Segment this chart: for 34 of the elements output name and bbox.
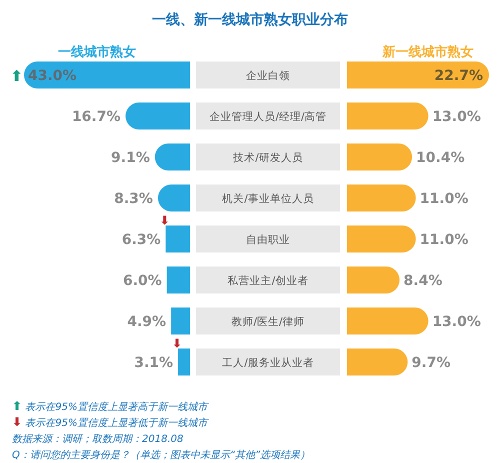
- y-tick-label: 工人/服务业从业者: [222, 356, 314, 369]
- data-label: 11.0%: [420, 232, 468, 248]
- data-label: 3.1%: [134, 355, 174, 371]
- y-tick-label: 私营业主/创业者: [228, 274, 308, 287]
- data-label: 11.0%: [420, 191, 468, 207]
- data-label: 16.7%: [72, 109, 121, 125]
- data-label: 10.4%: [416, 150, 465, 166]
- text: 一线、新一线城市熟女职业分布: [152, 11, 348, 28]
- data-label: 43.0%: [28, 68, 77, 84]
- data-label: 8.3%: [114, 191, 153, 207]
- series-label: 一线城市熟女: [58, 44, 136, 60]
- data-label: 13.0%: [432, 109, 481, 125]
- y-tick-label: 技术/研发人员: [232, 151, 303, 164]
- y-tick-label: 教师/医生/律师: [231, 315, 305, 328]
- text: Q：请问您的主要身份是？（单选；图表中未显示“其他”选项结果）: [12, 449, 310, 461]
- y-tick-label: 企业管理人员/经理/高管: [209, 110, 327, 123]
- y-tick-label: 企业白领: [246, 69, 290, 82]
- data-label: 9.1%: [111, 150, 150, 166]
- text: ⬆ 表示在95%置信度上显著高于新一线城市: [12, 399, 210, 413]
- source-note: 数据来源：调研；取数周期：2018.08: [12, 433, 184, 445]
- y-tick-label: 自由职业: [246, 233, 290, 246]
- data-label: 6.3%: [122, 232, 161, 248]
- data-label: 22.7%: [434, 68, 483, 84]
- data-label: 9.7%: [412, 355, 451, 371]
- series-label: 新一线城市熟女: [382, 44, 474, 60]
- data-label: 13.0%: [432, 314, 481, 330]
- y-tick-label: 机关/事业单位人员: [222, 192, 314, 205]
- annotation: ⬆: [10, 67, 23, 85]
- data-label: 6.0%: [123, 273, 162, 289]
- data-label: 8.4%: [404, 273, 442, 289]
- annotation: ⬇: [160, 214, 170, 228]
- data-label: 4.9%: [127, 314, 166, 330]
- annotation: ⬇: [172, 336, 182, 350]
- text: ⬇ 表示在95%置信度上显著低于新一线城市: [12, 415, 210, 429]
